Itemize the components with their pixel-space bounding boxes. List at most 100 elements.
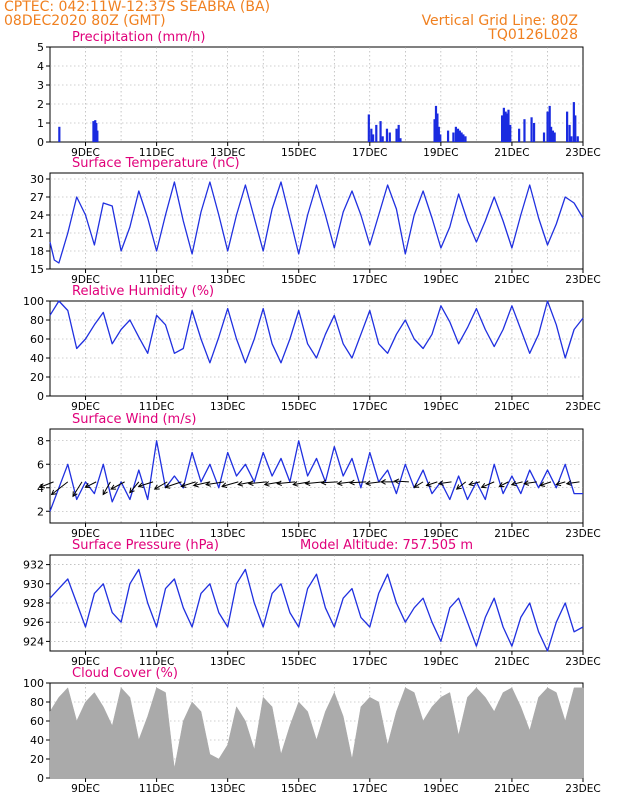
temp-frame [49,172,584,270]
wind-arrow [394,480,409,483]
wind-arrow-head [263,481,270,487]
humidity-panel: 0 20 40 60 80 100 9DEC 11DEC 13DEC 15DEC 17DEC 19DE… [23,284,601,413]
wind-arrow [39,481,54,488]
wind-arrow-head [365,480,371,486]
wind-arrow-head [102,489,108,496]
pres-xtick-label: 19DEC [423,656,458,668]
precip-bar [399,138,402,142]
wind-arrow-head [50,489,57,496]
rh-ytick-label: 40 [30,352,44,365]
wind-arrow-head [237,481,244,487]
pres-xtick-label: 13DEC [210,656,245,668]
precip-bar [568,124,571,142]
precip-bar [456,128,460,142]
rh-xtick-label: 15DEC [281,401,316,413]
precip-ytick-label: 4 [37,60,44,73]
wind-arrow [321,481,338,484]
wind-arrow [438,481,452,485]
wind-arrow-head [164,483,171,489]
cloud-ytick-label: 100 [23,677,44,690]
precip-bar [433,119,436,142]
precip-bar [381,136,384,142]
wind-arrow [110,481,125,490]
wind-ytick-label: 2 [37,505,44,518]
wind-arrow-head [292,481,299,487]
cloud-xtick-label: 9DEC [71,783,100,795]
precip-xtick-label: 15DEC [281,147,316,159]
wind-arrow-head [72,491,78,498]
temp-ytick-label: 30 [30,173,44,186]
rh-xtick-label: 23DEC [565,401,600,413]
precip-bar [462,134,465,142]
wind-ytick-label: 8 [37,435,44,448]
precip-bar [385,128,389,142]
cloud-ytick-label: 60 [30,715,44,728]
cloud-xtick-label: 11DEC [139,783,174,795]
precip-bar [464,136,467,142]
precip-bar [446,130,450,142]
precip-xtick-label: 13DEC [210,147,245,159]
rh-ytick-label: 20 [30,371,44,384]
precip-ytick-label: 3 [37,79,44,92]
rh-xtick-label: 17DEC [352,401,387,413]
wind-arrow [72,481,83,497]
wind-arrow [51,481,69,495]
wind-arrow [293,481,310,486]
wind-arrow [154,481,168,490]
wind-frame [49,428,584,524]
wind-arrow [540,481,552,486]
wind-arrow [221,481,239,487]
wind-arrow-head [565,480,572,486]
precip-bar [379,121,382,142]
wind-arrow-head [180,482,187,488]
wind-arrow-head [510,480,517,487]
pres-xtick-label: 9DEC [71,656,100,668]
temp-ytick-label: 18 [30,245,44,258]
wind-arrow [305,481,324,485]
temp-ytick-label: 24 [30,209,44,222]
precip-bar [504,111,507,142]
cloud-xtick-label: 17DEC [352,783,387,795]
cloud-title: Cloud Cover (%) [72,666,178,681]
wind-arrow [456,481,467,490]
cloud-ytick-label: 80 [30,696,44,709]
rh-xtick-label: 9DEC [71,401,100,413]
wind-arrow-head [437,480,444,486]
temp-ytick-label: 21 [30,227,44,240]
cloud-xtick-label: 21DEC [494,783,529,795]
precip-ytick-label: 0 [37,136,44,149]
rh-xtick-label: 13DEC [210,401,245,413]
precip-ytick-label: 2 [37,98,44,111]
header-code: TQ0126L028 [488,27,578,43]
rh-ytick-label: 60 [30,333,44,346]
precip-xtick-label: 23DEC [565,147,600,159]
wind-xtick-label: 19DEC [423,528,458,540]
wind-arrow-head [153,484,160,490]
wind-arrow-head [336,480,343,486]
wind-arrow-head [555,480,562,487]
temp-ytick-label: 27 [30,191,44,204]
wind-arrow [365,481,381,485]
precipitation-panel: 0 1 2 3 4 5 9DEC 11DEC 13DEC 15DEC 17DEC 19DEC 21DEC… [37,30,601,159]
wind-arrow-head [137,482,144,488]
precip-bar [500,115,504,142]
pres-title: Surface Pressure (hPa) [72,538,219,553]
wind-arrow-head [247,480,254,487]
precip-bar [395,128,398,142]
precip-xtick-label: 11DEC [139,147,174,159]
precip-bar [532,123,536,142]
precip-bar [509,124,512,142]
wind-arrow-head [276,480,282,487]
header-date: 08DEC2020 80Z (GMT) [4,13,166,29]
pres-ytick-label: 928 [23,597,44,610]
precip-bar [437,126,440,142]
wind-arrow-head [523,480,530,486]
precip-bar [551,130,554,142]
precip-bar [96,130,99,142]
temp-xtick-label: 17DEC [352,274,387,286]
pres-ytick-label: 926 [23,616,44,629]
precip-bar [530,117,533,142]
precip-bar [371,134,375,142]
wind-arrow-head [221,482,228,488]
